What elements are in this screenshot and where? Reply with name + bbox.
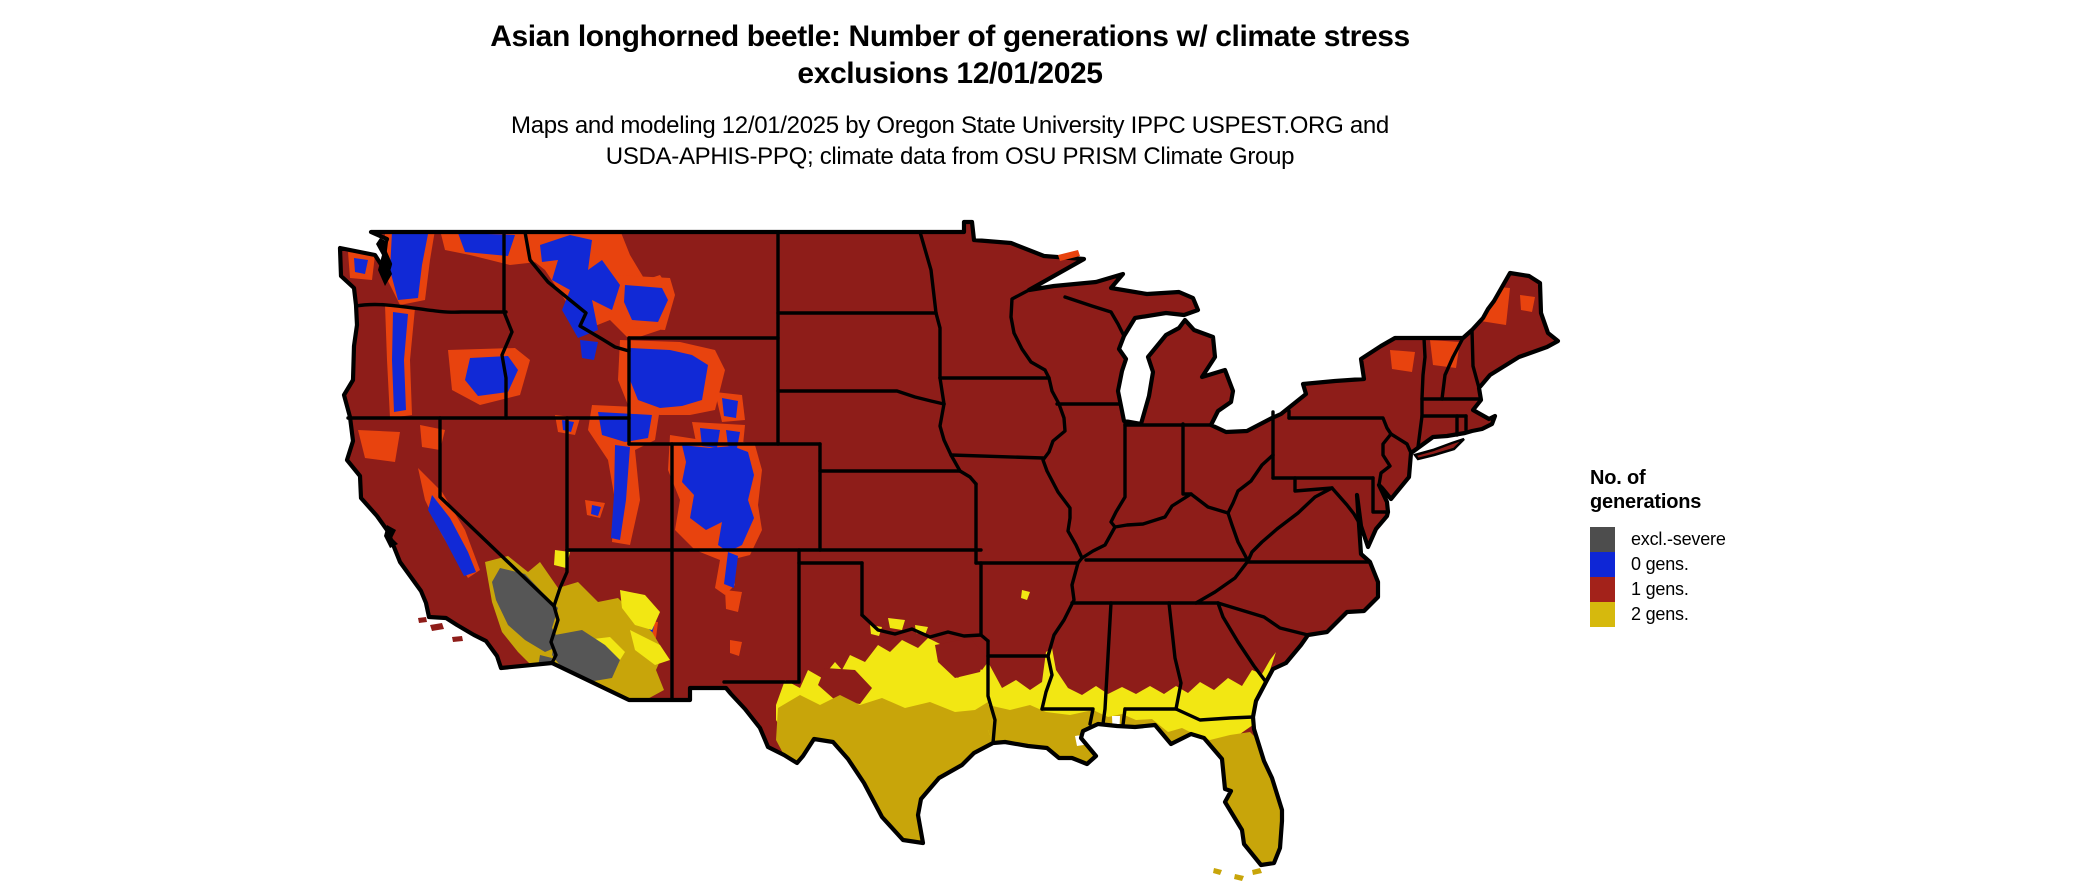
map-title-line1: Asian longhorned beetle: Number of gener… bbox=[490, 20, 1410, 53]
puget-sound bbox=[376, 238, 392, 286]
map-subtitle-line1: Maps and modeling 12/01/2025 by Oregon S… bbox=[511, 112, 1389, 139]
legend-item-2-gens: 2 gens. bbox=[1590, 602, 1830, 627]
san-francisco-bay bbox=[384, 525, 398, 548]
map-subtitle: Maps and modeling 12/01/2025 by Oregon S… bbox=[280, 110, 1620, 172]
isle-royale bbox=[1058, 250, 1080, 261]
long-island bbox=[1412, 437, 1465, 461]
map-title-line2: exclusions 12/01/2025 bbox=[797, 57, 1103, 90]
legend-item-1-gens: 1 gens. bbox=[1590, 577, 1830, 602]
conus-outline bbox=[337, 219, 1561, 868]
map-subtitle-line2: USDA-APHIS-PPQ; climate data from OSU PR… bbox=[605, 143, 1295, 170]
legend-item-excl-severe: excl.-severe bbox=[1590, 527, 1830, 552]
zero-generation-blue-patches bbox=[354, 232, 754, 634]
legend-title-line1: No. of bbox=[1590, 467, 1646, 489]
legend-title-line2: generations bbox=[1590, 491, 1702, 513]
legend-label-0-gens: 0 gens. bbox=[1631, 554, 1689, 574]
us-map bbox=[337, 219, 1561, 881]
legend-label-1-gens: 1 gens. bbox=[1631, 579, 1689, 599]
us-map-container bbox=[330, 200, 1580, 890]
state-borders bbox=[346, 230, 1481, 745]
legend-label-2-gens: 2 gens. bbox=[1631, 604, 1689, 624]
legend-label-excl-severe: excl.-severe bbox=[1631, 529, 1726, 549]
legend-item-0-gens: 0 gens. bbox=[1590, 552, 1830, 577]
legend-items: excl.-severe 0 gens. 1 gens. 2 gens. bbox=[1590, 527, 1830, 627]
map-title: Asian longhorned beetle: Number of gener… bbox=[280, 18, 1620, 92]
florida-keys bbox=[1213, 868, 1262, 881]
legend-swatch-1-gens bbox=[1590, 577, 1615, 602]
legend-title: No. of generations bbox=[1590, 466, 1830, 514]
raster-class-regions bbox=[348, 228, 1535, 865]
legend-swatch-2-gens bbox=[1590, 602, 1615, 627]
channel-islands bbox=[418, 617, 463, 642]
legend-swatch-0-gens bbox=[1590, 552, 1615, 577]
legend-swatch-excl-severe bbox=[1590, 527, 1615, 552]
legend: No. of generations excl.-severe 0 gens. … bbox=[1590, 466, 1830, 627]
